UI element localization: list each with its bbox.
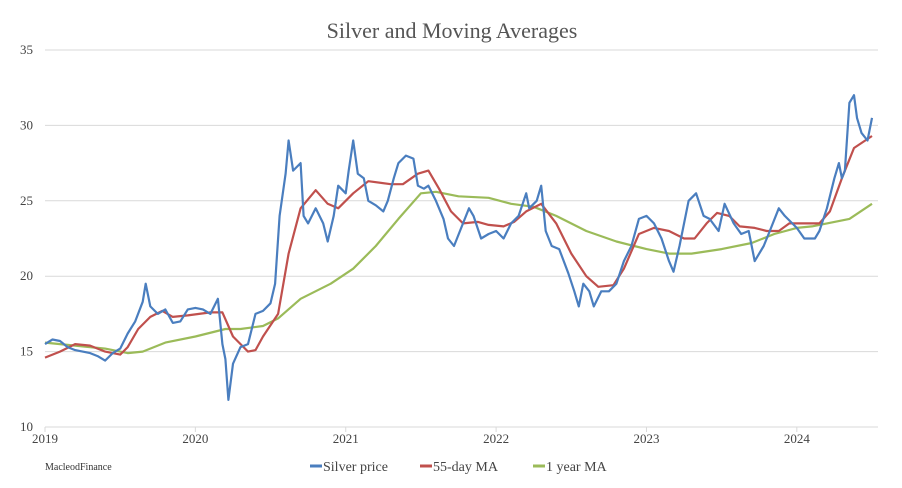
y-tick-label: 15 [20, 344, 33, 359]
x-tick-label: 2024 [784, 431, 811, 446]
credit-label: MacleodFinance [45, 462, 112, 473]
y-tick-label: 30 [20, 117, 33, 132]
x-tick-label: 2022 [483, 431, 509, 446]
series-line-1-year-ma [44, 190, 873, 355]
y-tick-label: 35 [20, 42, 33, 57]
x-tick-label: 2021 [333, 431, 359, 446]
legend-label: 1 year MA [546, 460, 608, 475]
y-tick-label: 25 [20, 193, 33, 208]
y-tick-label: 20 [20, 268, 33, 283]
series-line-55-day-ma [44, 135, 873, 359]
legend: Silver price 55-day MA 1 year MA [310, 460, 608, 475]
x-tick-label: 2020 [182, 431, 208, 446]
x-tick-label: 2023 [633, 431, 659, 446]
series-line-silver-price [44, 94, 874, 401]
legend-label: Silver price [323, 460, 388, 475]
x-tick-label: 2019 [32, 431, 58, 446]
chart-title: Silver and Moving Averages [327, 18, 578, 43]
y-tick-label: 10 [20, 419, 33, 434]
legend-label: 55-day MA [433, 460, 499, 475]
